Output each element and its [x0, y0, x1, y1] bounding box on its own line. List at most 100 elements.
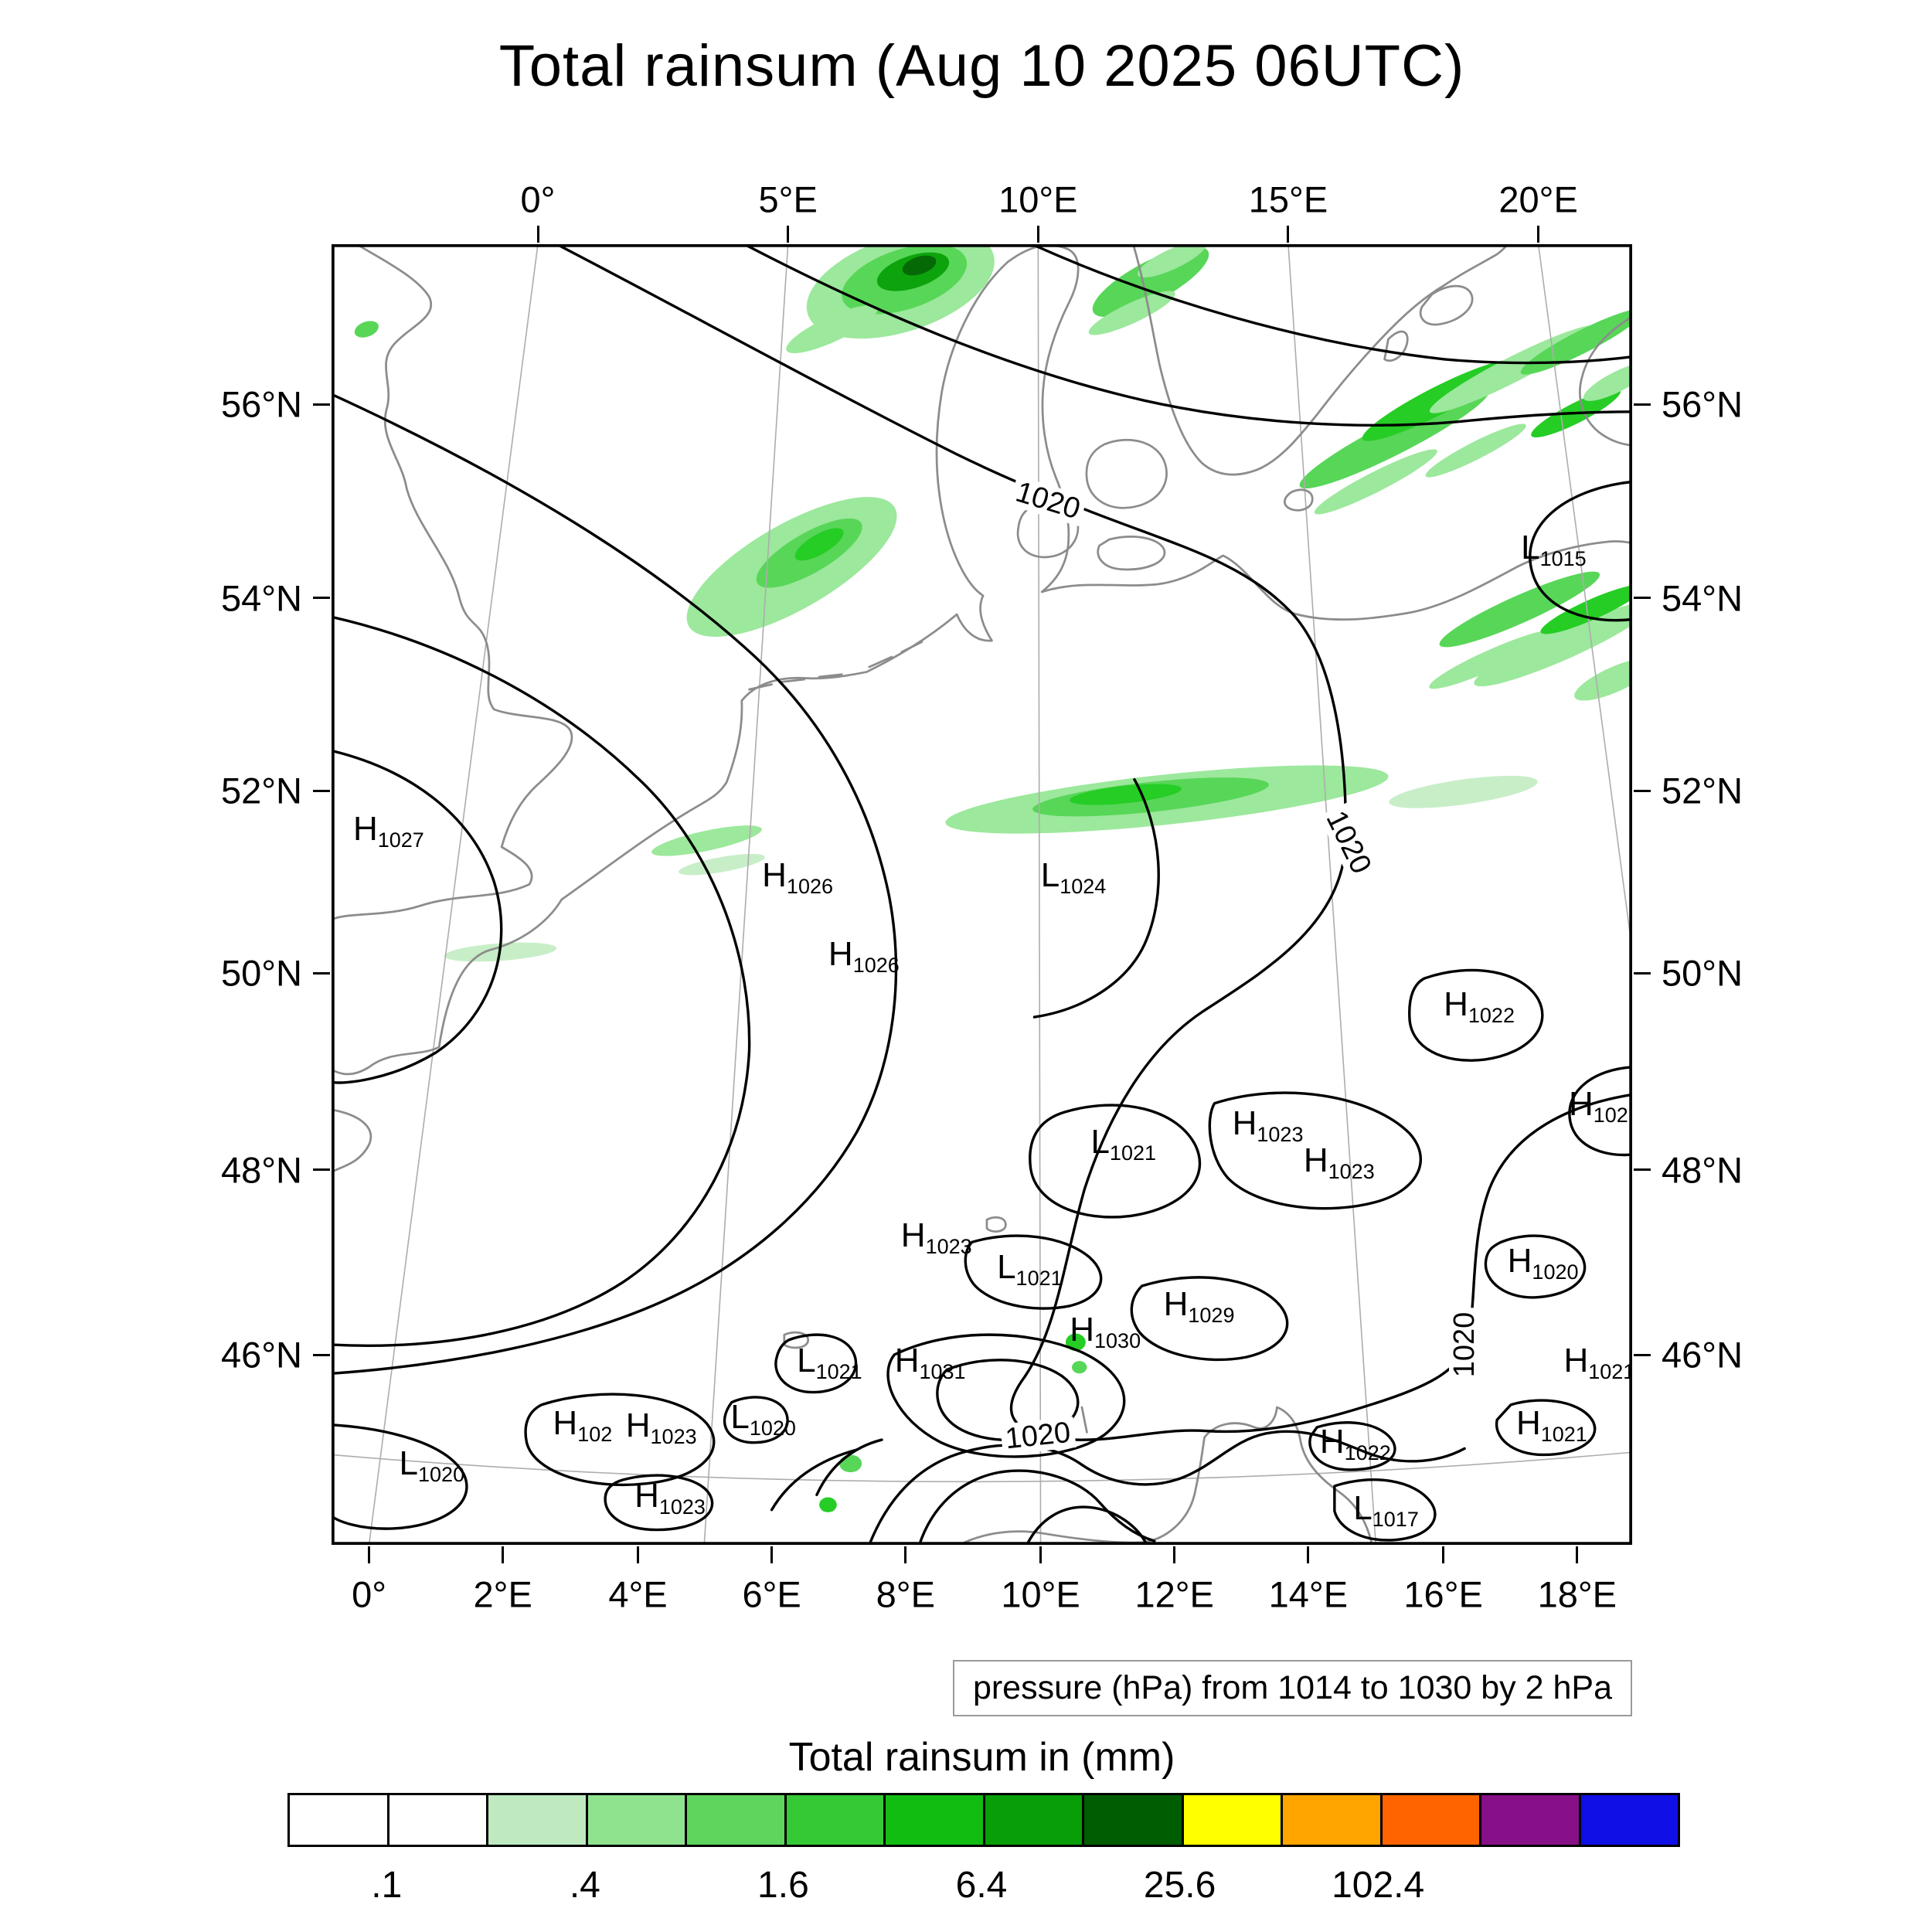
pressure-value: 1023 [1328, 1160, 1375, 1184]
colorbar-segment [486, 1795, 586, 1845]
graticule-line [703, 244, 789, 1545]
pressure-center-h: H1023 [901, 1219, 972, 1257]
precip-cell [1429, 630, 1556, 689]
colorbar [287, 1793, 1680, 1847]
isobar-label: 1020 [1009, 474, 1088, 526]
pressure-value: 1021 [1015, 1266, 1063, 1290]
colorbar-segment [290, 1795, 387, 1845]
pressure-value: 1021 [1593, 1104, 1632, 1128]
precip-cell [1072, 1361, 1087, 1374]
colorbar-segment [585, 1795, 685, 1845]
colorbar-tick-label: .4 [569, 1865, 600, 1906]
pressure-center-l: L1017 [1353, 1492, 1419, 1530]
axis-label-top: 0° [520, 179, 556, 220]
pressure-value: 1021 [1588, 1360, 1632, 1384]
axis-tick-bottom [1173, 1546, 1176, 1563]
axis-tick-right [1634, 403, 1651, 406]
precip-cell [1314, 449, 1437, 515]
axis-label-right: 56°N [1662, 383, 1743, 425]
axis-tick-right [1634, 971, 1651, 975]
pressure-center-l: L1020 [730, 1400, 796, 1438]
axis-tick-right [1634, 789, 1651, 792]
pressure-center-h: H1027 [352, 810, 424, 851]
pressure-value: 1021 [1540, 1423, 1587, 1447]
isobar-contour [1130, 1276, 1289, 1362]
pressure-center-h: H1023 [1232, 1104, 1304, 1145]
pressure-letter: H [828, 935, 853, 974]
axis-tick-top [1036, 226, 1039, 243]
precip-cell [1070, 784, 1182, 805]
pressure-value: 1023 [1257, 1122, 1304, 1146]
colorbar-segment [883, 1795, 983, 1845]
pressure-letter: L [1521, 529, 1540, 567]
precip-cell [1474, 602, 1632, 687]
pressure-value: 1031 [919, 1360, 966, 1384]
isobar-contour [886, 1333, 1126, 1458]
isobar-contour [1308, 1421, 1396, 1471]
axis-tick-right [1634, 597, 1651, 600]
pressure-center-l: L1021 [797, 1344, 862, 1383]
colorbar-tick-label: 102.4 [1332, 1865, 1425, 1906]
axis-label-right: 46°N [1662, 1334, 1743, 1376]
pressure-value: 1021 [815, 1360, 862, 1384]
colorbar-segment [685, 1795, 784, 1845]
pressure-letter: H [553, 1404, 578, 1443]
axis-label-left: 54°N [220, 577, 302, 619]
pressure-letter: H [352, 810, 378, 849]
pressure-value: 1030 [1094, 1328, 1141, 1352]
axis-label-top: 10°E [998, 179, 1078, 220]
isobar-contour [1408, 968, 1544, 1062]
pressure-letter: H [1070, 1310, 1095, 1349]
pressure-letter: L [997, 1247, 1016, 1286]
colorbar-tick-label: 1.6 [757, 1865, 809, 1906]
axis-label-bottom: 6°E [742, 1573, 801, 1615]
pressure-letter: H [1507, 1241, 1532, 1280]
axis-label-bottom: 2°E [473, 1573, 532, 1615]
axis-tick-left [313, 403, 330, 406]
axis-label-left: 52°N [220, 770, 302, 811]
axis-tick-top [787, 226, 790, 243]
axis-tick-bottom [368, 1546, 371, 1563]
pressure-center-h: H1029 [1164, 1287, 1235, 1326]
pressure-center-h: H1022 [1320, 1425, 1391, 1464]
pressure-center-l: L1015 [1521, 529, 1587, 570]
map-label-overlay: H1027H1026H1026L1024L1015H1022H1021L1021… [332, 244, 1632, 1545]
pressure-letter: L [1090, 1122, 1110, 1161]
isobar-contour [815, 1438, 883, 1496]
axis-tick-bottom [1576, 1546, 1579, 1563]
pressure-center-h: H1023 [634, 1478, 706, 1517]
pressure-center-h: H1031 [895, 1344, 966, 1383]
coastline [1383, 330, 1409, 362]
pressure-value: 1026 [852, 954, 900, 978]
axis-tick-bottom [770, 1546, 774, 1563]
graticule-line [368, 244, 539, 1545]
colorbar-segment [1181, 1795, 1281, 1845]
coastline [332, 898, 563, 1076]
axis-label-right: 54°N [1662, 577, 1743, 619]
isobar-contour [332, 615, 751, 1347]
pressure-value: 1017 [1372, 1508, 1419, 1532]
isobar-contour [1030, 244, 1632, 365]
precip-cell [1520, 308, 1632, 375]
pressure-center-h: H102 [553, 1404, 612, 1445]
isobar-contour [1333, 1478, 1437, 1542]
precip-cell [902, 255, 937, 276]
isobar-contour [332, 393, 898, 1375]
pressure-center-h: H1020 [1507, 1241, 1579, 1282]
precip-cell [786, 305, 878, 354]
pressure-center-h: H1026 [762, 859, 833, 897]
map-canvas [332, 244, 1632, 1545]
colorbar-segment [1379, 1795, 1479, 1845]
pressure-value: 1024 [1060, 875, 1107, 899]
isobar-contour [604, 1474, 714, 1532]
precip-cell [1439, 571, 1600, 648]
colorbar-segment [784, 1795, 883, 1845]
pressure-center-h: H1023 [626, 1409, 697, 1447]
coastline [1419, 284, 1474, 326]
pressure-letter: H [1444, 985, 1468, 1023]
map-plot-area: H1027H1026H1026L1024L1015H1022H1021L1021… [332, 244, 1632, 1545]
coastline [1097, 536, 1166, 571]
precip-cell [651, 825, 762, 856]
pressure-letter: H [1232, 1104, 1257, 1142]
precip-cell [1138, 244, 1206, 278]
